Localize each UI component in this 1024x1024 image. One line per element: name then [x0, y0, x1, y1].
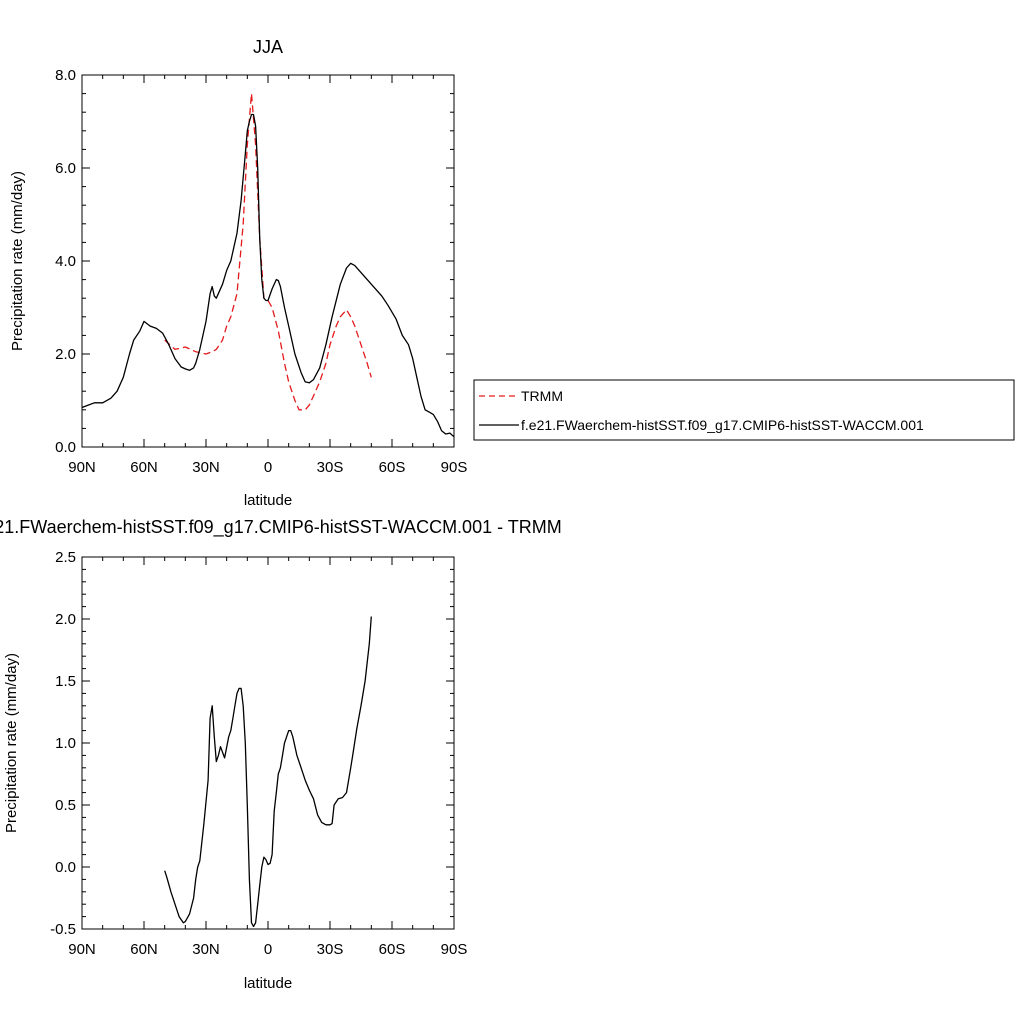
- y-tick-label: 6.0: [55, 160, 76, 177]
- x-tick-label: 30S: [317, 459, 344, 476]
- legend-box: [473, 379, 1015, 441]
- y-tick-label: 1.5: [55, 673, 76, 690]
- x-tick-label: 30N: [192, 459, 220, 476]
- x-tick-label: 90S: [441, 459, 468, 476]
- top-panel-title: JJA: [253, 37, 283, 57]
- x-tick-label: 60N: [130, 459, 158, 476]
- y-tick-label: 4.0: [55, 253, 76, 270]
- legend-label-trmm: TRMM: [521, 388, 563, 404]
- legend-label-model: f.e21.FWaerchem-histSST.f09_g17.CMIP6-hi…: [521, 417, 924, 433]
- y-tick-label: 0.0: [55, 859, 76, 876]
- y-tick-label: 8.0: [55, 67, 76, 84]
- x-tick-label: 0: [264, 941, 272, 958]
- x-tick-label: 0: [264, 459, 272, 476]
- x-tick-label: 60N: [130, 941, 158, 958]
- bottom-plot-frame: [81, 556, 455, 930]
- y-tick-label: 1.0: [55, 735, 76, 752]
- y-tick-label: 0.5: [55, 797, 76, 814]
- y-tick-label: 2.0: [55, 611, 76, 628]
- top-y-axis-label: Precipitation rate (mm/day): [9, 171, 26, 351]
- y-tick-label: -0.5: [50, 921, 76, 938]
- series-line-trmm: [164, 92, 372, 411]
- y-tick-label: 2.0: [55, 346, 76, 363]
- top-panel: JJA 90N 60N 30N 0 30S 60S 90S 0.0 2.0 4.0 6.0 8.0 l…: [9, 37, 467, 509]
- top-x-axis-label: latitude: [244, 492, 292, 509]
- x-tick-label: 60S: [379, 459, 406, 476]
- x-tick-label: 90S: [441, 941, 468, 958]
- series-line-difference: [164, 616, 372, 928]
- y-tick-label: 2.5: [55, 549, 76, 566]
- top-plot-frame: [81, 74, 455, 448]
- y-tick-label: 0.0: [55, 439, 76, 456]
- bottom-x-axis-label: latitude: [244, 975, 292, 992]
- x-tick-label: 90N: [68, 459, 96, 476]
- legend: TRMM f.e21.FWaerchem-histSST.f09_g17.CMI…: [473, 379, 1015, 441]
- x-tick-label: 30N: [192, 941, 220, 958]
- bottom-y-axis-label: Precipitation rate (mm/day): [3, 653, 20, 833]
- series-line-model: [81, 113, 455, 438]
- x-tick-label: 60S: [379, 941, 406, 958]
- x-tick-label: 90N: [68, 941, 96, 958]
- bottom-panel-title: f.e21.FWaerchem-histSST.f09_g17.CMIP6-hi…: [0, 517, 562, 538]
- x-tick-label: 30S: [317, 941, 344, 958]
- bottom-panel: f.e21.FWaerchem-histSST.f09_g17.CMIP6-hi…: [0, 517, 562, 992]
